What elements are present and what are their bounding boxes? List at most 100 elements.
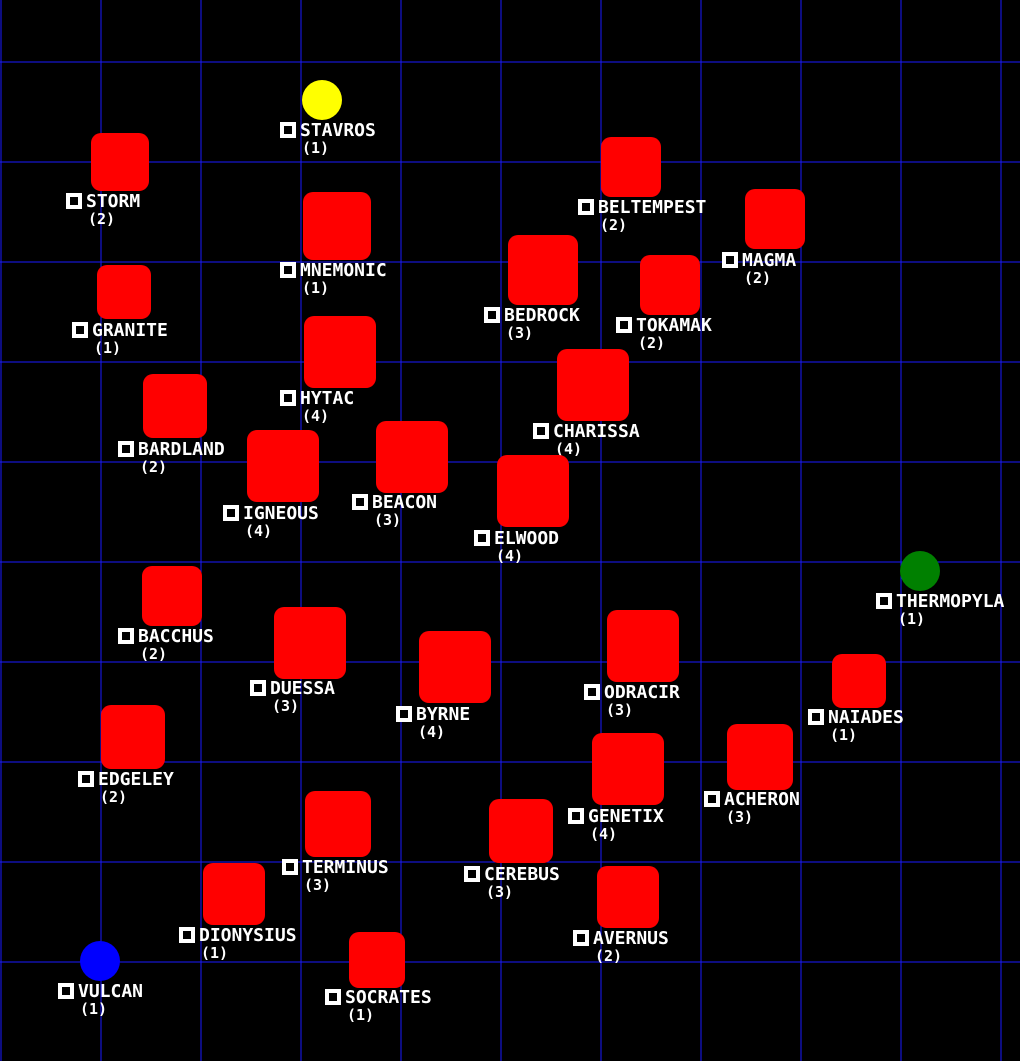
system-marker bbox=[97, 265, 151, 319]
star-system[interactable]: TERMINUS(3) bbox=[282, 791, 389, 894]
system-marker bbox=[274, 607, 346, 679]
system-icon-detail bbox=[183, 931, 191, 939]
system-icon-detail bbox=[76, 326, 84, 334]
system-icon-detail bbox=[284, 126, 292, 134]
system-name: IGNEOUS bbox=[243, 503, 319, 524]
system-marker bbox=[143, 374, 207, 438]
star-system[interactable]: AVERNUS(2) bbox=[573, 866, 669, 965]
system-icon-detail bbox=[588, 688, 596, 696]
system-name: ELWOOD bbox=[494, 528, 559, 549]
system-count: (2) bbox=[595, 947, 622, 965]
system-marker bbox=[80, 941, 120, 981]
system-name: ODRACIR bbox=[604, 682, 680, 703]
star-system[interactable]: STAVROS(1) bbox=[280, 80, 376, 157]
system-count: (2) bbox=[88, 210, 115, 228]
system-name: NAIADES bbox=[828, 707, 904, 728]
system-marker bbox=[101, 705, 165, 769]
system-icon-detail bbox=[122, 445, 130, 453]
system-name: TOKAMAK bbox=[636, 315, 712, 336]
system-name: SOCRATES bbox=[345, 987, 432, 1008]
star-system[interactable]: BYRNE(4) bbox=[396, 631, 491, 741]
system-name: BARDLAND bbox=[138, 439, 225, 460]
system-marker bbox=[302, 80, 342, 120]
star-system[interactable]: HYTAC(4) bbox=[280, 316, 376, 425]
system-icon-detail bbox=[537, 427, 545, 435]
star-system[interactable]: ODRACIR(3) bbox=[584, 610, 680, 719]
star-system[interactable]: EDGELEY(2) bbox=[78, 705, 174, 806]
system-count: (1) bbox=[302, 139, 329, 157]
star-system[interactable]: VULCAN(1) bbox=[58, 941, 143, 1018]
system-name: GENETIX bbox=[588, 806, 664, 827]
system-count: (1) bbox=[201, 944, 228, 962]
system-marker bbox=[419, 631, 491, 703]
system-count: (4) bbox=[590, 825, 617, 843]
star-system[interactable]: ACHERON(3) bbox=[704, 724, 800, 826]
system-name: AVERNUS bbox=[593, 928, 669, 949]
star-system[interactable]: BEDROCK(3) bbox=[484, 235, 580, 342]
system-count: (2) bbox=[744, 269, 771, 287]
system-count: (4) bbox=[302, 407, 329, 425]
system-count: (3) bbox=[486, 883, 513, 901]
system-name: MNEMONIC bbox=[300, 260, 387, 281]
star-system[interactable]: CEREBUS(3) bbox=[464, 799, 560, 901]
star-system[interactable]: DUESSA(3) bbox=[250, 607, 346, 715]
system-icon-detail bbox=[726, 256, 734, 264]
system-name: ACHERON bbox=[724, 789, 800, 810]
system-count: (1) bbox=[898, 610, 925, 628]
system-name: BACCHUS bbox=[138, 626, 214, 647]
star-system[interactable]: ELWOOD(4) bbox=[474, 455, 569, 565]
system-count: (4) bbox=[496, 547, 523, 565]
star-system[interactable]: TOKAMAK(2) bbox=[616, 255, 712, 352]
system-name: CHARISSA bbox=[553, 421, 640, 442]
system-marker bbox=[497, 455, 569, 527]
system-name: GRANITE bbox=[92, 320, 168, 341]
system-name: STAVROS bbox=[300, 120, 376, 141]
system-name: CEREBUS bbox=[484, 864, 560, 885]
system-icon-detail bbox=[286, 863, 294, 871]
star-system[interactable]: MAGMA(2) bbox=[722, 189, 805, 287]
system-count: (4) bbox=[555, 440, 582, 458]
system-icon-detail bbox=[572, 812, 580, 820]
star-system[interactable]: GRANITE(1) bbox=[72, 265, 168, 357]
system-icon-detail bbox=[620, 321, 628, 329]
system-icon-detail bbox=[329, 993, 337, 1001]
system-count: (1) bbox=[302, 279, 329, 297]
system-icon-detail bbox=[812, 713, 820, 721]
system-count: (2) bbox=[100, 788, 127, 806]
star-system[interactable]: BARDLAND(2) bbox=[118, 374, 225, 476]
system-icon-detail bbox=[468, 870, 476, 878]
star-system[interactable]: IGNEOUS(4) bbox=[223, 430, 319, 540]
system-icon-detail bbox=[70, 197, 78, 205]
system-name: STORM bbox=[86, 191, 140, 212]
system-marker bbox=[592, 733, 664, 805]
system-icon-detail bbox=[478, 534, 486, 542]
star-system[interactable]: GENETIX(4) bbox=[568, 733, 664, 843]
system-marker bbox=[142, 566, 202, 626]
system-marker bbox=[203, 863, 265, 925]
star-system[interactable]: STORM(2) bbox=[66, 133, 149, 228]
star-system[interactable]: SOCRATES(1) bbox=[325, 932, 432, 1024]
system-count: (3) bbox=[374, 511, 401, 529]
star-system[interactable]: THERMOPYLA(1) bbox=[876, 551, 1005, 628]
star-system[interactable]: CHARISSA(4) bbox=[533, 349, 640, 458]
star-system[interactable]: NAIADES(1) bbox=[808, 654, 904, 744]
system-marker bbox=[607, 610, 679, 682]
star-system[interactable]: BEACON(3) bbox=[352, 421, 448, 529]
system-marker bbox=[727, 724, 793, 790]
system-marker bbox=[508, 235, 578, 305]
star-system[interactable]: MNEMONIC(1) bbox=[280, 192, 387, 297]
system-icon-detail bbox=[880, 597, 888, 605]
system-marker bbox=[376, 421, 448, 493]
star-system[interactable]: BELTEMPEST(2) bbox=[578, 137, 707, 234]
star-system[interactable]: DIONYSIUS(1) bbox=[179, 863, 297, 962]
system-name: VULCAN bbox=[78, 981, 143, 1002]
system-marker bbox=[640, 255, 700, 315]
system-count: (4) bbox=[245, 522, 272, 540]
star-system[interactable]: BACCHUS(2) bbox=[118, 566, 214, 663]
system-count: (3) bbox=[506, 324, 533, 342]
system-icon-detail bbox=[356, 498, 364, 506]
system-name: BEDROCK bbox=[504, 305, 580, 326]
system-marker bbox=[303, 192, 371, 260]
system-count: (3) bbox=[304, 876, 331, 894]
system-icon-detail bbox=[227, 509, 235, 517]
